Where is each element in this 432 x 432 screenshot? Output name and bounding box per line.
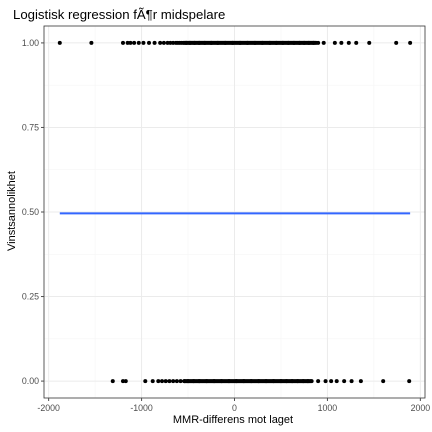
x-tick-label: -1000 — [130, 403, 153, 413]
data-point-win — [57, 40, 62, 45]
data-point-win — [120, 40, 125, 45]
data-point-win — [321, 40, 326, 45]
data-point-win — [161, 40, 166, 45]
data-point-loss — [323, 379, 328, 384]
data-point-win — [332, 40, 337, 45]
data-point-loss — [381, 379, 386, 384]
chart-title: Logistisk regression fÃ¶r midspelare — [13, 7, 225, 22]
x-axis-ticks: -2000 -1000 0 1000 2000 — [37, 398, 430, 413]
data-point-win — [141, 40, 146, 45]
data-point-cluster-loss — [182, 379, 313, 384]
x-tick-label: 0 — [232, 403, 237, 413]
data-point-loss — [342, 379, 347, 384]
y-tick-label: 0.50 — [22, 207, 39, 217]
data-point-loss — [349, 379, 354, 384]
y-axis-ticks: 0.00 0.25 0.50 0.75 1.00 — [22, 38, 44, 386]
x-tick-label: 2000 — [411, 403, 431, 413]
data-point-win — [158, 40, 163, 45]
y-tick-label: 0.25 — [22, 292, 39, 302]
data-point-loss — [156, 379, 161, 384]
data-point-loss — [163, 379, 168, 384]
data-point-win — [339, 40, 344, 45]
data-point-cluster-win — [182, 40, 319, 45]
data-point-loss — [174, 379, 179, 384]
data-point-loss — [160, 379, 165, 384]
data-point-loss — [150, 379, 155, 384]
data-point-win — [132, 40, 137, 45]
data-point-win — [152, 40, 157, 45]
data-point-win — [367, 40, 372, 45]
data-points — [57, 40, 413, 384]
data-point-win — [136, 40, 141, 45]
data-point-win — [168, 40, 173, 45]
data-point-loss — [358, 379, 363, 384]
x-tick-label: -2000 — [37, 403, 60, 413]
data-point-win — [147, 40, 152, 45]
data-point-loss — [329, 379, 334, 384]
data-point-loss — [110, 379, 115, 384]
data-point-win — [125, 40, 130, 45]
y-tick-label: 0.00 — [22, 376, 39, 386]
data-point-win — [165, 40, 170, 45]
data-point-loss — [407, 379, 412, 384]
data-point-loss — [123, 379, 128, 384]
data-point-loss — [143, 379, 148, 384]
data-point-loss — [178, 379, 183, 384]
data-point-win — [128, 40, 133, 45]
data-point-win — [89, 40, 94, 45]
data-point-loss — [120, 379, 125, 384]
data-point-win — [354, 40, 359, 45]
data-point-win — [408, 40, 413, 45]
data-point-loss — [316, 379, 321, 384]
data-point-win — [171, 40, 176, 45]
y-tick-label: 1.00 — [22, 38, 39, 48]
y-tick-label: 0.75 — [22, 122, 39, 132]
data-point-loss — [171, 379, 176, 384]
y-axis-label: Vinstsannolikhet — [6, 171, 18, 251]
data-point-loss — [167, 379, 172, 384]
x-axis-label: MMR-differens mot laget — [173, 414, 293, 426]
data-point-win — [346, 40, 351, 45]
data-point-win — [394, 40, 399, 45]
data-point-loss — [334, 379, 339, 384]
x-tick-label: 1000 — [318, 403, 338, 413]
